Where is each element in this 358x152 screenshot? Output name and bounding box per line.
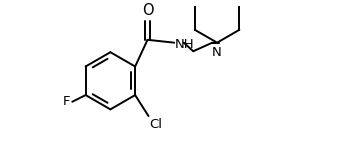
Text: O: O xyxy=(142,3,153,18)
Text: N: N xyxy=(212,47,222,59)
Text: Cl: Cl xyxy=(149,118,163,131)
Text: F: F xyxy=(63,95,71,108)
Text: NH: NH xyxy=(175,38,195,51)
